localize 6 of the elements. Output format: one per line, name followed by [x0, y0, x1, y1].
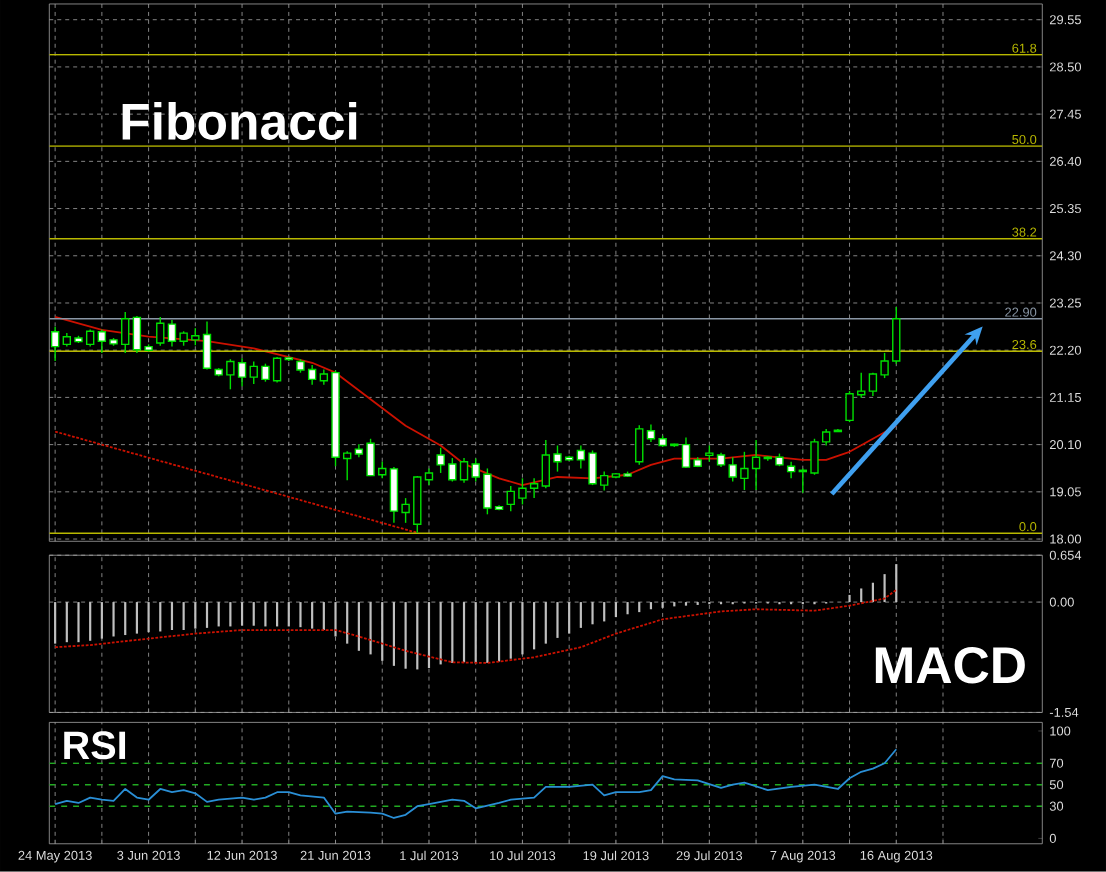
annotation: RSI — [64, 731, 126, 760]
candlestick — [156, 316, 165, 347]
candlestick — [635, 424, 644, 466]
candlestick — [50, 326, 60, 362]
annotation: Fibonacci — [122, 102, 357, 141]
annotation: MACD — [875, 647, 1025, 684]
